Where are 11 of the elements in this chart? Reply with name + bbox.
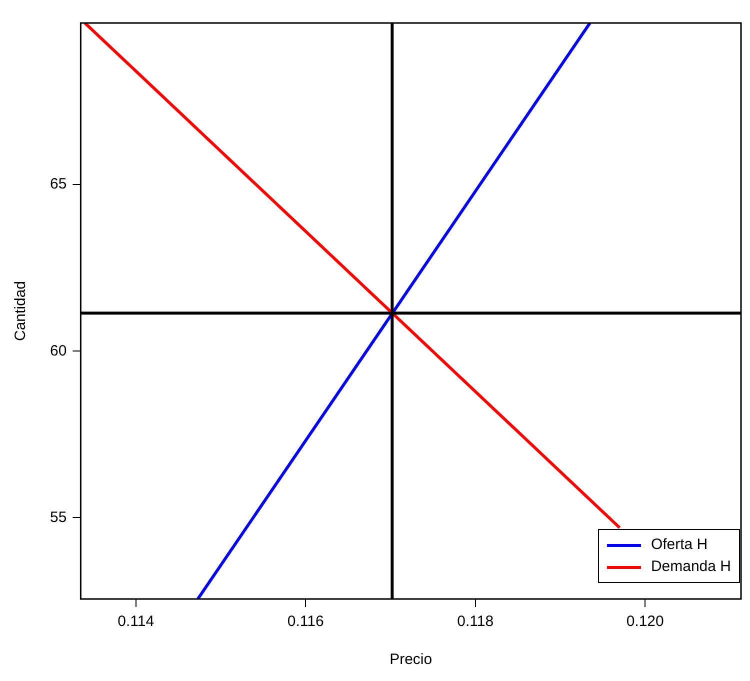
x-tick-label: 0.120 (626, 613, 664, 630)
x-tick-label: 0.116 (287, 613, 324, 630)
x-axis-title: Precio (390, 651, 432, 668)
legend-label: Demanda H (650, 557, 731, 577)
y-tick-label: 55 (50, 508, 67, 526)
x-tick-label: 0.118 (457, 613, 494, 630)
y-tick-label: 60 (50, 342, 67, 360)
legend-label: Oferta H (650, 535, 708, 555)
x-tick-label: 0.114 (118, 613, 154, 630)
y-axis-title: Cantidad (12, 280, 30, 342)
y-tick-label: 65 (50, 176, 67, 193)
